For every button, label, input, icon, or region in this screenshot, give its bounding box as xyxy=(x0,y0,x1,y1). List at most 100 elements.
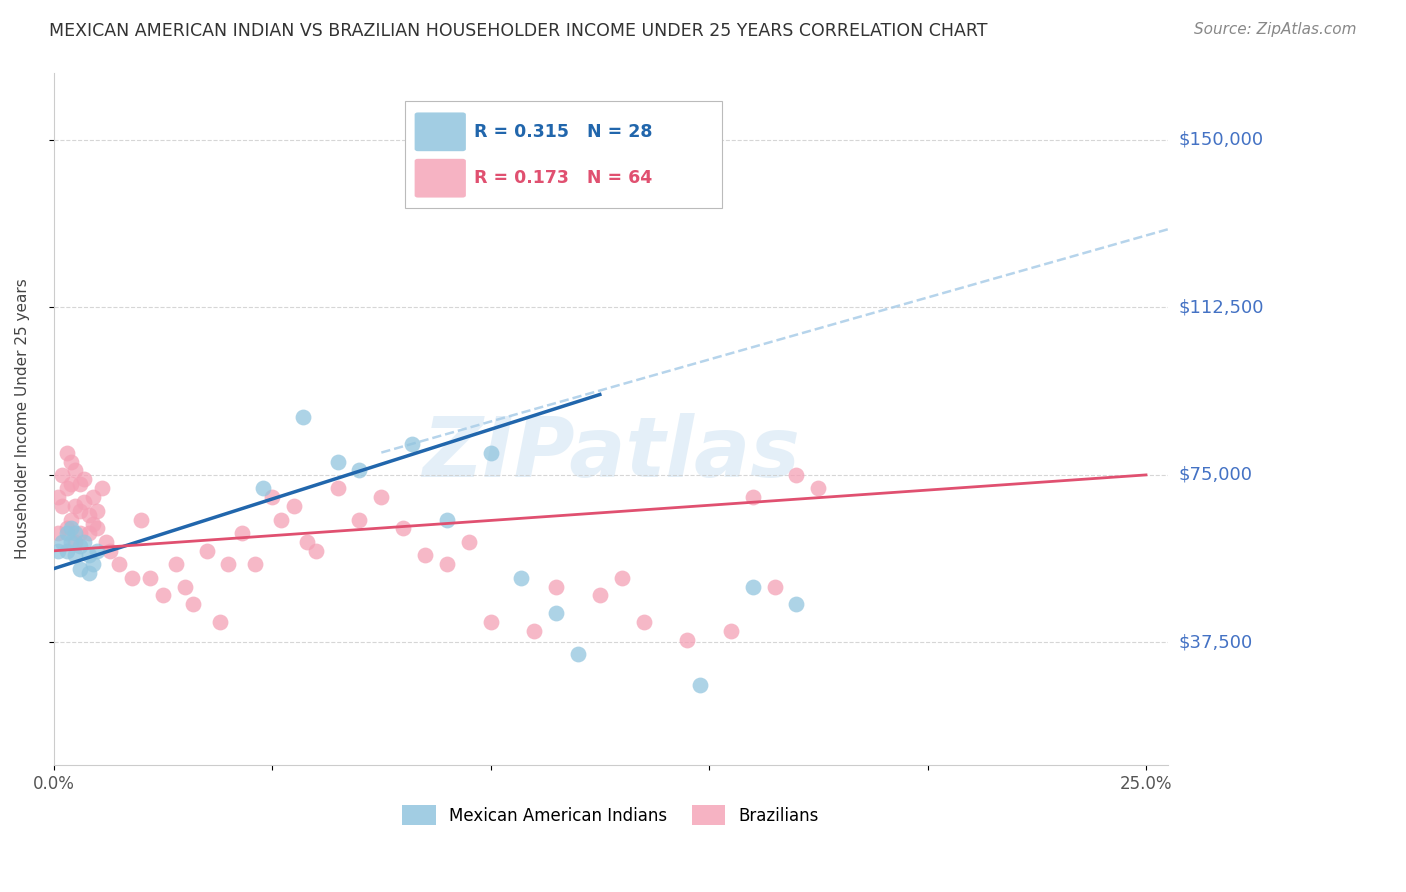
Point xyxy=(100,544,122,558)
Point xyxy=(183,598,205,612)
Text: R = 0.315   N = 28: R = 0.315 N = 28 xyxy=(474,123,652,141)
Point xyxy=(65,525,87,540)
Text: ZIPatlas: ZIPatlas xyxy=(422,413,800,494)
Point xyxy=(231,525,253,540)
Point xyxy=(252,481,274,495)
Point xyxy=(55,521,77,535)
Point xyxy=(77,566,100,581)
Point xyxy=(270,512,292,526)
Point xyxy=(436,558,458,572)
Point xyxy=(195,544,218,558)
Point xyxy=(69,476,91,491)
Text: $112,500: $112,500 xyxy=(1180,299,1264,317)
Point xyxy=(69,540,91,554)
Point xyxy=(785,598,807,612)
Point xyxy=(349,512,371,526)
Point xyxy=(69,503,91,517)
Point xyxy=(208,615,231,630)
Point xyxy=(55,544,77,558)
Point xyxy=(86,544,108,558)
Point xyxy=(82,558,104,572)
Point xyxy=(90,481,112,495)
Point xyxy=(51,467,73,482)
Text: $150,000: $150,000 xyxy=(1180,131,1264,149)
Point xyxy=(546,607,568,621)
Point xyxy=(55,481,77,495)
Point xyxy=(326,454,349,468)
Point xyxy=(73,535,96,549)
Point xyxy=(479,445,502,459)
Point xyxy=(139,571,162,585)
Point xyxy=(689,678,711,692)
Point xyxy=(60,512,83,526)
Point xyxy=(291,409,314,424)
Point xyxy=(46,544,69,558)
Point xyxy=(82,490,104,504)
Point xyxy=(217,558,239,572)
Point xyxy=(741,580,763,594)
Point xyxy=(173,580,195,594)
Point xyxy=(65,499,87,513)
Point xyxy=(60,535,83,549)
Point xyxy=(55,445,77,459)
Point xyxy=(60,454,83,468)
Point xyxy=(69,525,91,540)
Text: MEXICAN AMERICAN INDIAN VS BRAZILIAN HOUSEHOLDER INCOME UNDER 25 YEARS CORRELATI: MEXICAN AMERICAN INDIAN VS BRAZILIAN HOU… xyxy=(49,22,987,40)
Point xyxy=(55,525,77,540)
Point xyxy=(370,490,392,504)
Point xyxy=(86,503,108,517)
Point xyxy=(65,535,87,549)
Point xyxy=(633,615,655,630)
Point xyxy=(77,549,100,563)
Point xyxy=(413,549,436,563)
Point xyxy=(305,544,328,558)
Point xyxy=(262,490,284,504)
Point xyxy=(51,499,73,513)
Point xyxy=(46,490,69,504)
Point xyxy=(392,521,415,535)
Point xyxy=(785,467,807,482)
Point xyxy=(401,436,423,450)
Point xyxy=(283,499,305,513)
Point xyxy=(73,472,96,486)
Point xyxy=(807,481,830,495)
Y-axis label: Householder Income Under 25 years: Householder Income Under 25 years xyxy=(15,278,30,559)
Point xyxy=(129,512,152,526)
Point xyxy=(60,476,83,491)
Point xyxy=(326,481,349,495)
Point xyxy=(720,624,742,639)
Text: $75,000: $75,000 xyxy=(1180,466,1253,483)
Point xyxy=(510,571,533,585)
Point xyxy=(73,494,96,508)
Point xyxy=(69,562,91,576)
Point xyxy=(479,615,502,630)
Point xyxy=(94,535,117,549)
Point xyxy=(243,558,266,572)
Point xyxy=(589,589,612,603)
Point xyxy=(457,535,479,549)
Point xyxy=(610,571,633,585)
Text: Source: ZipAtlas.com: Source: ZipAtlas.com xyxy=(1194,22,1357,37)
Point xyxy=(60,521,83,535)
Text: R = 0.173   N = 64: R = 0.173 N = 64 xyxy=(474,169,652,187)
Point xyxy=(51,535,73,549)
Point xyxy=(676,633,699,648)
Point xyxy=(567,647,589,661)
Legend: Mexican American Indians, Brazilians: Mexican American Indians, Brazilians xyxy=(394,797,828,833)
FancyBboxPatch shape xyxy=(415,159,465,197)
FancyBboxPatch shape xyxy=(405,101,723,208)
Point xyxy=(546,580,568,594)
Point xyxy=(65,463,87,477)
Point xyxy=(436,512,458,526)
Point xyxy=(77,508,100,522)
Point xyxy=(82,516,104,531)
Point xyxy=(763,580,786,594)
Point xyxy=(77,525,100,540)
Point xyxy=(523,624,546,639)
Text: $37,500: $37,500 xyxy=(1180,633,1253,651)
Point xyxy=(165,558,187,572)
Point xyxy=(741,490,763,504)
Point xyxy=(152,589,174,603)
Point xyxy=(65,549,87,563)
Point xyxy=(295,535,318,549)
